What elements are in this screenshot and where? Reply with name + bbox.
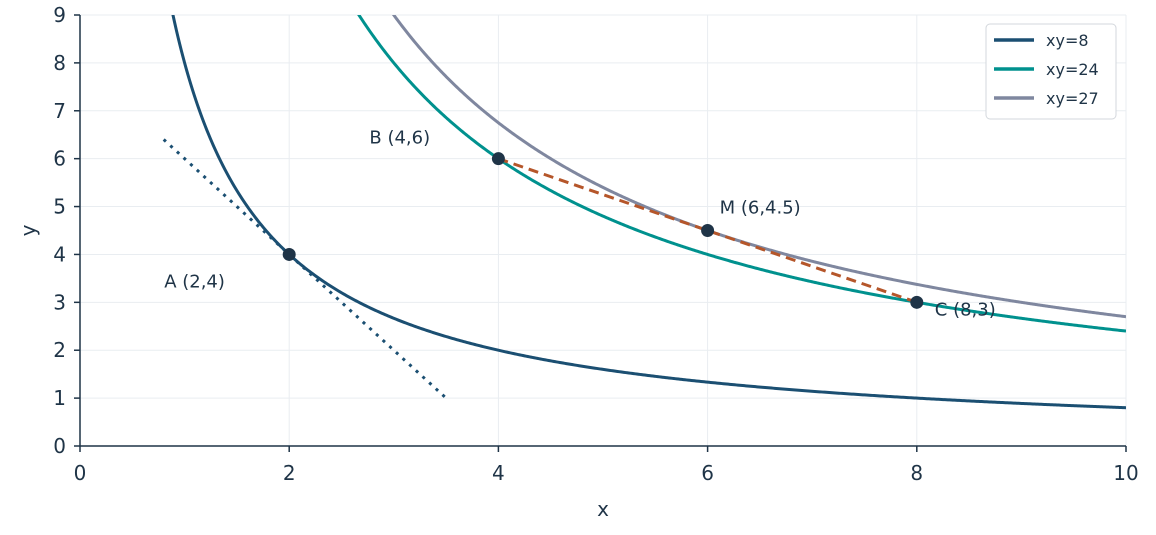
legend-box <box>985 23 1117 120</box>
x-tick-label: 8 <box>910 461 923 485</box>
point-label: A (2,4) <box>164 271 225 292</box>
y-tick-label: 7 <box>53 99 66 123</box>
y-tick-label: 9 <box>53 3 66 27</box>
point-label: M (6,4.5) <box>720 198 801 219</box>
x-tick-label: 10 <box>1113 461 1138 485</box>
point-marker <box>491 152 505 166</box>
series-line-xy=8 <box>171 15 1126 410</box>
legend-label: xy=8 <box>1046 31 1089 50</box>
plot-area <box>162 15 1126 410</box>
legend-label: xy=24 <box>1046 60 1099 79</box>
series-line-xy=24 <box>357 15 1126 333</box>
y-tick-label: 0 <box>53 434 66 458</box>
x-tick-label: 6 <box>701 461 714 485</box>
legend: xy=8 xy=24 xy=27 <box>985 23 1117 120</box>
point-label: C (8,3) <box>935 299 996 320</box>
y-tick-label: 6 <box>53 147 66 171</box>
y-tick-label: 4 <box>53 242 66 266</box>
chord-line <box>497 157 918 304</box>
point-label: B (4,6) <box>369 128 430 149</box>
point-marker <box>282 247 296 261</box>
point-marker <box>701 224 715 237</box>
data-points: A (2,4) B (4,6) M (6,4.5) C (8,3) <box>164 128 996 321</box>
x-tick-label: 0 <box>74 461 87 485</box>
x-axis-title: x <box>597 497 609 521</box>
legend-label: xy=27 <box>1046 89 1099 108</box>
y-tick-label: 5 <box>53 195 66 219</box>
y-tick-label: 3 <box>53 290 66 314</box>
grid <box>79 14 1127 447</box>
y-axis-title: y <box>16 224 40 236</box>
axes: 0 2 4 6 8 10 0 1 2 3 4 5 6 7 8 9 x y <box>16 3 1139 521</box>
x-tick-label: 4 <box>492 461 505 485</box>
x-tick-label: 2 <box>283 461 296 485</box>
y-tick-label: 2 <box>53 338 66 362</box>
tangent-line <box>162 138 448 400</box>
y-tick-label: 8 <box>53 51 66 75</box>
y-tick-label: 1 <box>53 386 66 410</box>
point-marker <box>910 295 924 309</box>
